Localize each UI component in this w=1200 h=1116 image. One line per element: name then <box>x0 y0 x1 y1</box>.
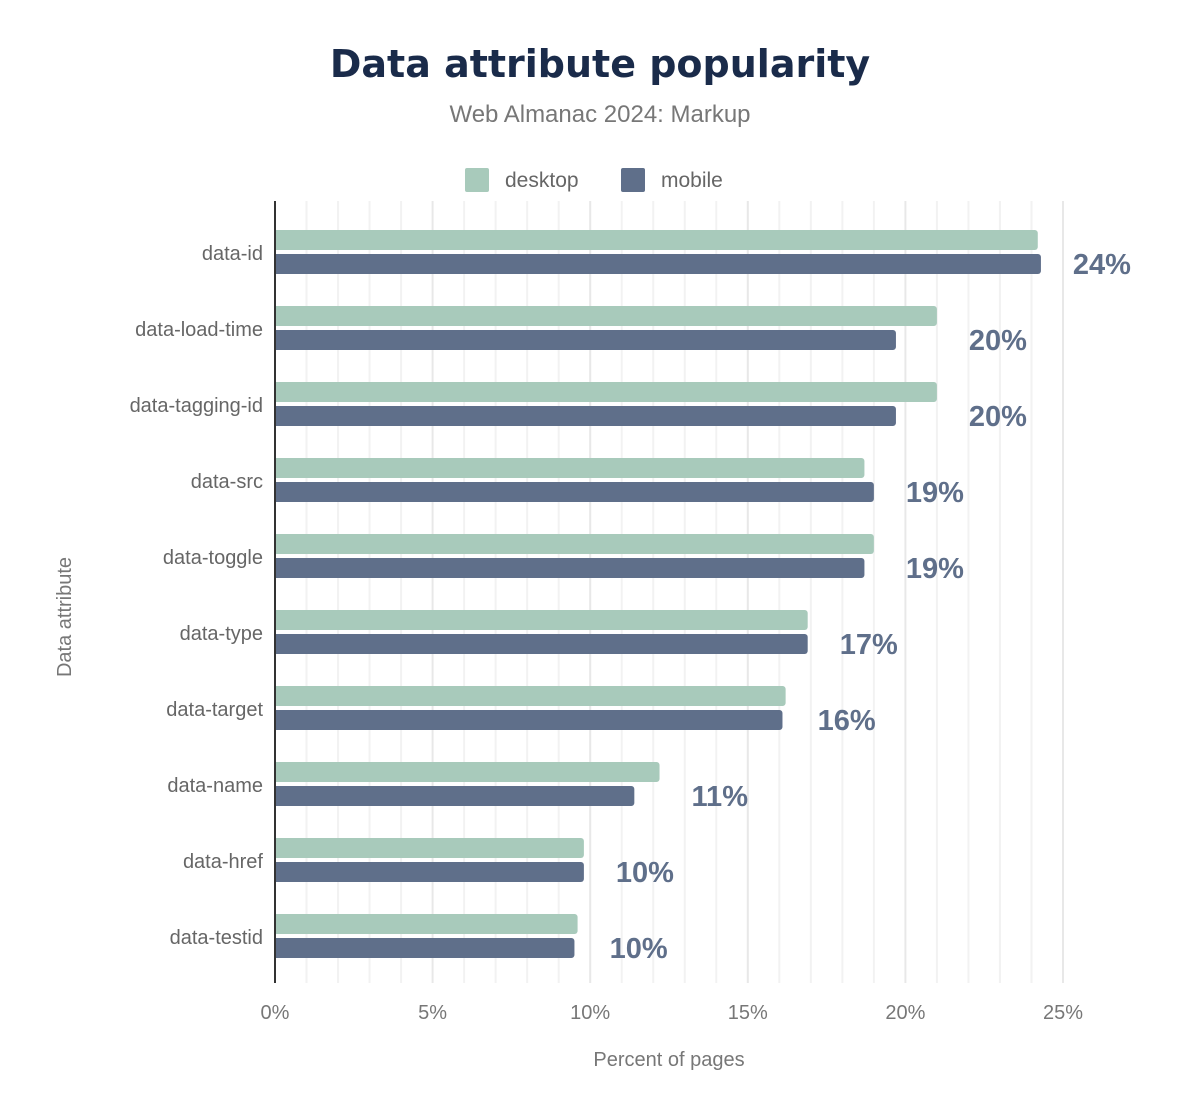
data-label: 17% <box>840 629 898 661</box>
bar-mobile <box>275 786 635 806</box>
x-tick-label: 20% <box>885 1002 925 1024</box>
x-tick-label: 25% <box>1043 1002 1083 1024</box>
bar-mobile <box>275 710 783 730</box>
x-tick-label: 0% <box>261 1002 290 1024</box>
category-label: data-toggle <box>163 547 263 569</box>
legend-label-mobile: mobile <box>661 169 723 192</box>
bar-desktop <box>275 838 584 858</box>
y-axis-label: Data attribute <box>54 557 76 677</box>
bar-desktop <box>275 382 937 402</box>
category-label: data-target <box>166 699 263 721</box>
legend-swatch-mobile <box>621 168 645 192</box>
chart-subtitle: Web Almanac 2024: Markup <box>449 101 751 128</box>
category-label: data-href <box>183 851 263 873</box>
bar-desktop <box>275 686 786 706</box>
bar-desktop <box>275 458 865 478</box>
bar-mobile <box>275 482 874 502</box>
bar-desktop <box>274 230 1038 250</box>
legend-label-desktop: desktop <box>505 169 579 192</box>
category-label: data-name <box>167 775 263 797</box>
category-label: data-tagging-id <box>130 395 263 417</box>
data-label: 20% <box>969 325 1027 357</box>
category-label: data-load-time <box>135 319 263 341</box>
bar-desktop <box>275 762 660 782</box>
bar-mobile <box>275 254 1041 274</box>
x-tick-label: 15% <box>728 1002 768 1024</box>
category-label: data-id <box>202 243 263 265</box>
x-axis-label: Percent of pages <box>593 1049 744 1071</box>
bar-mobile <box>275 558 865 578</box>
data-label: 19% <box>906 553 964 585</box>
data-label: 16% <box>818 705 876 737</box>
legend-swatch-desktop <box>465 168 489 192</box>
bar-mobile <box>275 634 808 654</box>
x-tick-label: 5% <box>418 1002 447 1024</box>
data-label: 10% <box>616 857 674 889</box>
bar-mobile <box>275 406 896 426</box>
bar-desktop <box>275 610 808 630</box>
bar-mobile <box>275 938 575 958</box>
data-label: 24% <box>1073 249 1131 281</box>
bar-desktop <box>275 534 874 554</box>
data-label: 10% <box>610 933 668 965</box>
chart-title: Data attribute popularity <box>329 42 871 86</box>
bar-desktop <box>275 306 937 326</box>
data-label: 19% <box>906 477 964 509</box>
category-label: data-testid <box>170 927 263 949</box>
x-tick-label: 10% <box>570 1002 610 1024</box>
bar-mobile <box>275 862 584 882</box>
category-label: data-type <box>180 623 263 645</box>
bar-desktop <box>275 914 578 934</box>
data-label: 11% <box>692 781 749 813</box>
category-label: data-src <box>191 471 263 493</box>
bar-mobile <box>275 330 896 350</box>
data-label: 20% <box>969 401 1027 433</box>
